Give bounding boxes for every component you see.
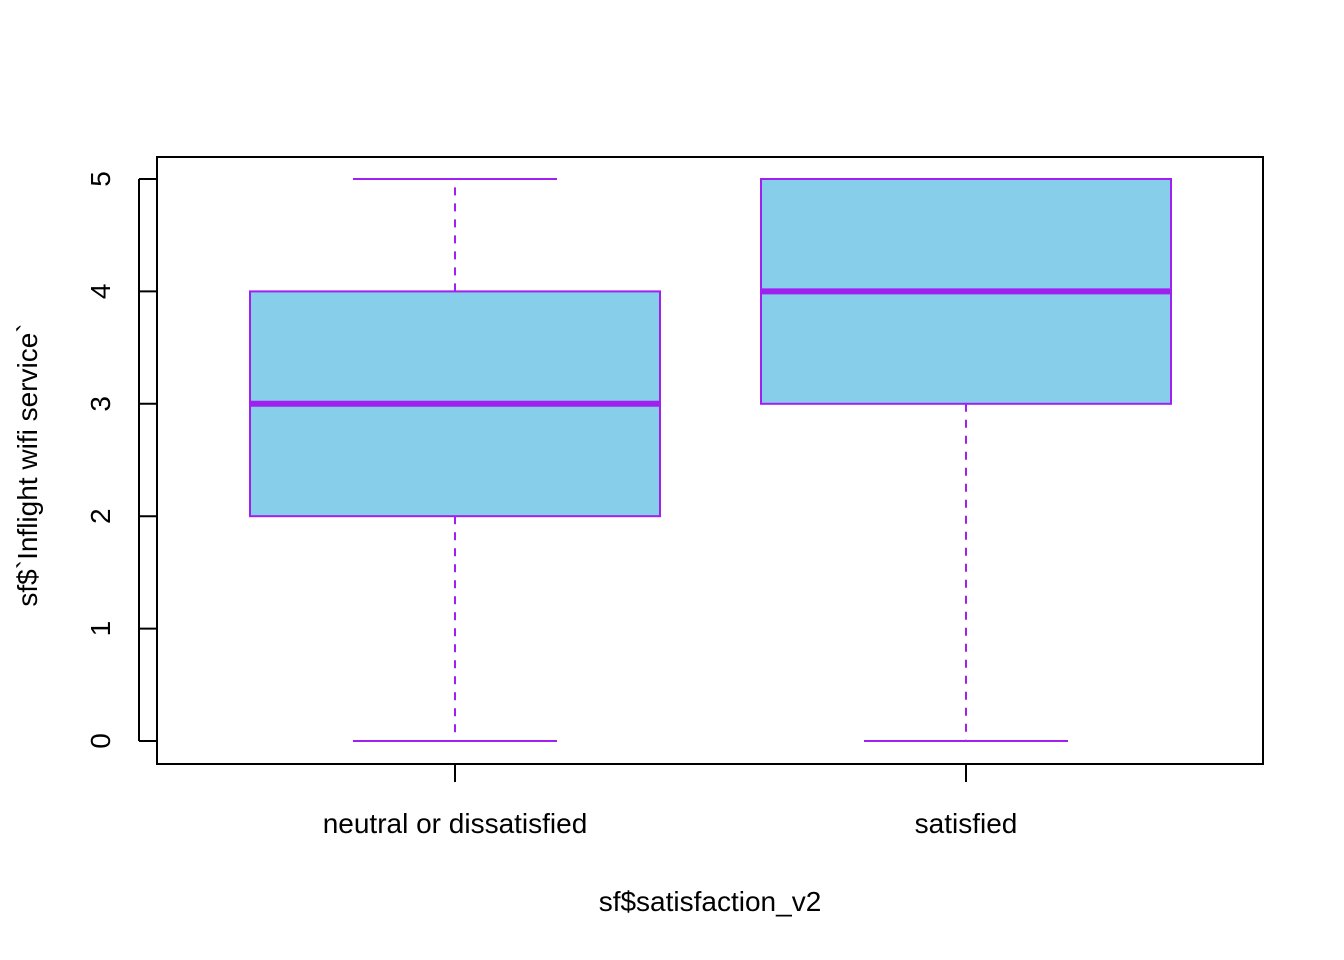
y-tick-label: 5 — [85, 171, 116, 187]
box-2 — [760, 178, 1172, 742]
x-tick-label: neutral or dissatisfied — [323, 808, 588, 839]
box-1 — [249, 178, 661, 742]
y-axis-title: sf$`Inflight wifi service` — [12, 323, 43, 606]
x-axis: neutral or dissatisfied satisfied — [323, 764, 1018, 839]
y-axis: 0 1 2 3 4 5 — [85, 171, 157, 749]
boxes-layer — [249, 178, 1172, 742]
y-tick-label: 4 — [85, 284, 116, 300]
y-tick-label: 0 — [85, 733, 116, 749]
x-axis-title: sf$satisfaction_v2 — [599, 886, 822, 917]
y-tick-label: 3 — [85, 396, 116, 412]
x-tick-label: satisfied — [915, 808, 1018, 839]
y-tick-label: 1 — [85, 621, 116, 637]
y-tick-label: 2 — [85, 508, 116, 524]
plot-frame — [156, 156, 1264, 765]
